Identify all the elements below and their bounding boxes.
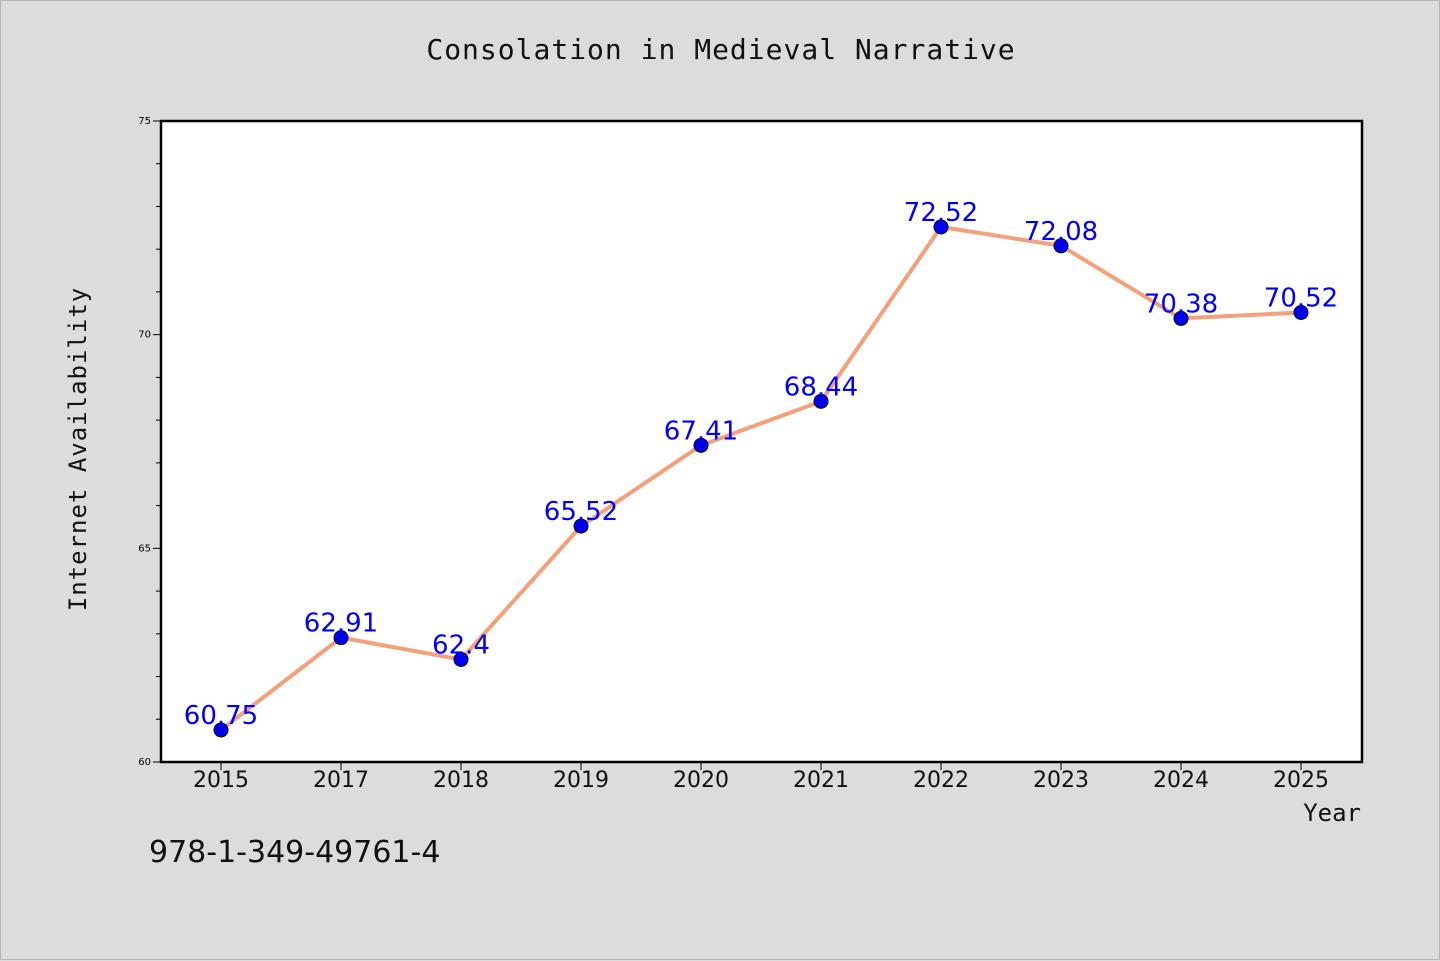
plot-frame [159,119,1364,764]
x-tick-label: 2018 [433,768,489,793]
x-tick-label: 2019 [553,768,609,793]
data-point [213,722,229,738]
chart-title: Consolation in Medieval Narrative [426,33,1016,66]
y-axis-label: Internet Availability [64,287,92,611]
data-label: 72.08 [1024,217,1098,247]
data-point [933,219,949,235]
data-point [1053,238,1069,254]
x-tick-label: 2015 [193,768,249,793]
data-point [573,518,589,534]
data-label: 68.44 [784,372,858,402]
data-label: 67.41 [664,416,738,446]
y-tick-label: 70 [138,330,151,341]
data-point [1293,304,1309,320]
data-label: 70.52 [1264,283,1338,313]
data-point [333,630,349,646]
x-tick-label: 2023 [1033,768,1089,793]
x-tick-label: 2020 [673,768,729,793]
y-tick-label: 60 [138,757,151,768]
data-point [453,651,469,667]
x-tick-label: 2025 [1273,768,1329,793]
series-line [219,224,1303,732]
x-tick-label: 2017 [313,768,369,793]
x-axis-label: Year [1303,799,1361,827]
data-label: 62.4 [432,630,490,660]
x-tick-label: 2022 [913,768,969,793]
x-tick-label: 2021 [793,768,849,793]
plot-area [161,121,1362,762]
data-point [1173,310,1189,326]
data-label: 62.91 [304,609,378,639]
data-label: 60.75 [184,701,258,731]
data-point [693,437,709,453]
x-tick-label: 2024 [1153,768,1209,793]
isbn-text: 978-1-349-49761-4 [149,835,441,870]
data-label: 70.38 [1144,289,1218,319]
data-label: 65.52 [544,497,618,527]
y-tick-label: 65 [138,543,151,554]
y-tick-label: 75 [138,116,151,127]
data-label: 72.52 [904,198,978,228]
data-point [813,393,829,409]
